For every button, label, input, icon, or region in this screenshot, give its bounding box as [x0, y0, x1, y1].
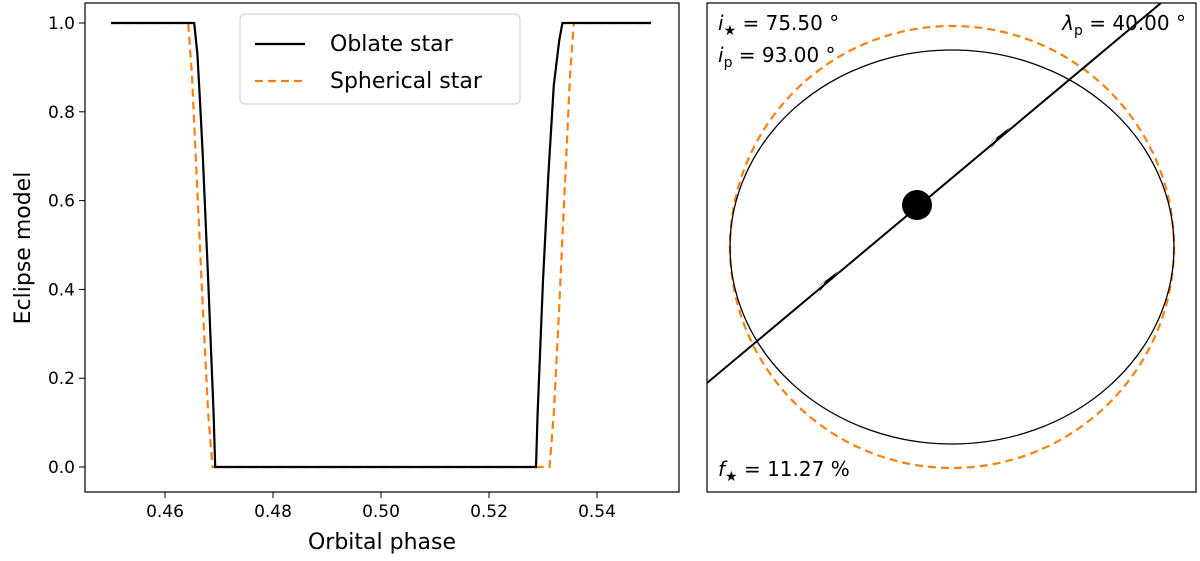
- y-ticks: 0.0 0.2 0.4 0.6 0.8 1.0: [48, 14, 85, 478]
- x-tick-label: 0.50: [362, 502, 400, 522]
- eclipse-model-chart: 0.46 0.48 0.50 0.52 0.54 0.00.20.40.60.81.0 …: [11, 2, 680, 555]
- legend-box: [239, 13, 521, 105]
- orbit-direction-arrow: [814, 271, 838, 292]
- x-tick-label: 0.48: [254, 502, 292, 522]
- annotation-projected-obliquity: λp = 40.00 °: [1061, 11, 1186, 39]
- oblate-star-outline: [729, 49, 1175, 445]
- y-tick-label: 0.2: [48, 369, 75, 389]
- y-tick-label: 1.0: [48, 14, 75, 34]
- planet: [902, 190, 932, 220]
- annotation-stellar-inclination: i★ = 75.50 °: [718, 11, 839, 39]
- series-line-oblate-star: [111, 21, 651, 469]
- legend-label-spherical: Spherical star: [330, 69, 483, 94]
- y-tick-label: 0.4: [48, 280, 75, 300]
- spherical-star-outline: [728, 24, 1176, 470]
- right-axes-frame: [706, 2, 1197, 493]
- x-ticks: 0.46 0.48 0.50 0.52 0.54: [146, 492, 616, 522]
- x-tick-label: 0.54: [578, 502, 616, 522]
- legend: Oblate star Spherical star: [239, 13, 521, 105]
- annotations: i★ = 75.50 ° ip = 93.00 ° λp = 40.00 ° f…: [718, 11, 1186, 485]
- left-axes-frame: [84, 2, 680, 493]
- annotation-planet-inclination: ip = 93.00 °: [718, 43, 836, 71]
- x-axis-label: Orbital phase: [308, 530, 456, 555]
- annotation-oblateness: f★ = 11.27 %: [718, 457, 850, 485]
- x-tick-label: 0.46: [146, 502, 184, 522]
- y-tick-label: 0.0: [48, 458, 75, 478]
- legend-label-oblate: Oblate star: [330, 32, 454, 57]
- x-tick-label: 0.52: [470, 502, 508, 522]
- y-tick-label: 0.6: [48, 192, 75, 212]
- series-lines: [111, 21, 651, 469]
- star-geometry-diagram: i★ = 75.50 ° ip = 93.00 ° λp = 40.00 ° f…: [706, 2, 1197, 493]
- y-tick-label: 0.8: [48, 103, 75, 123]
- planet-orbit-path: [707, 3, 1162, 384]
- y-axis-label: Eclipse model: [11, 172, 36, 325]
- orbit-direction-arrow: [986, 127, 1010, 148]
